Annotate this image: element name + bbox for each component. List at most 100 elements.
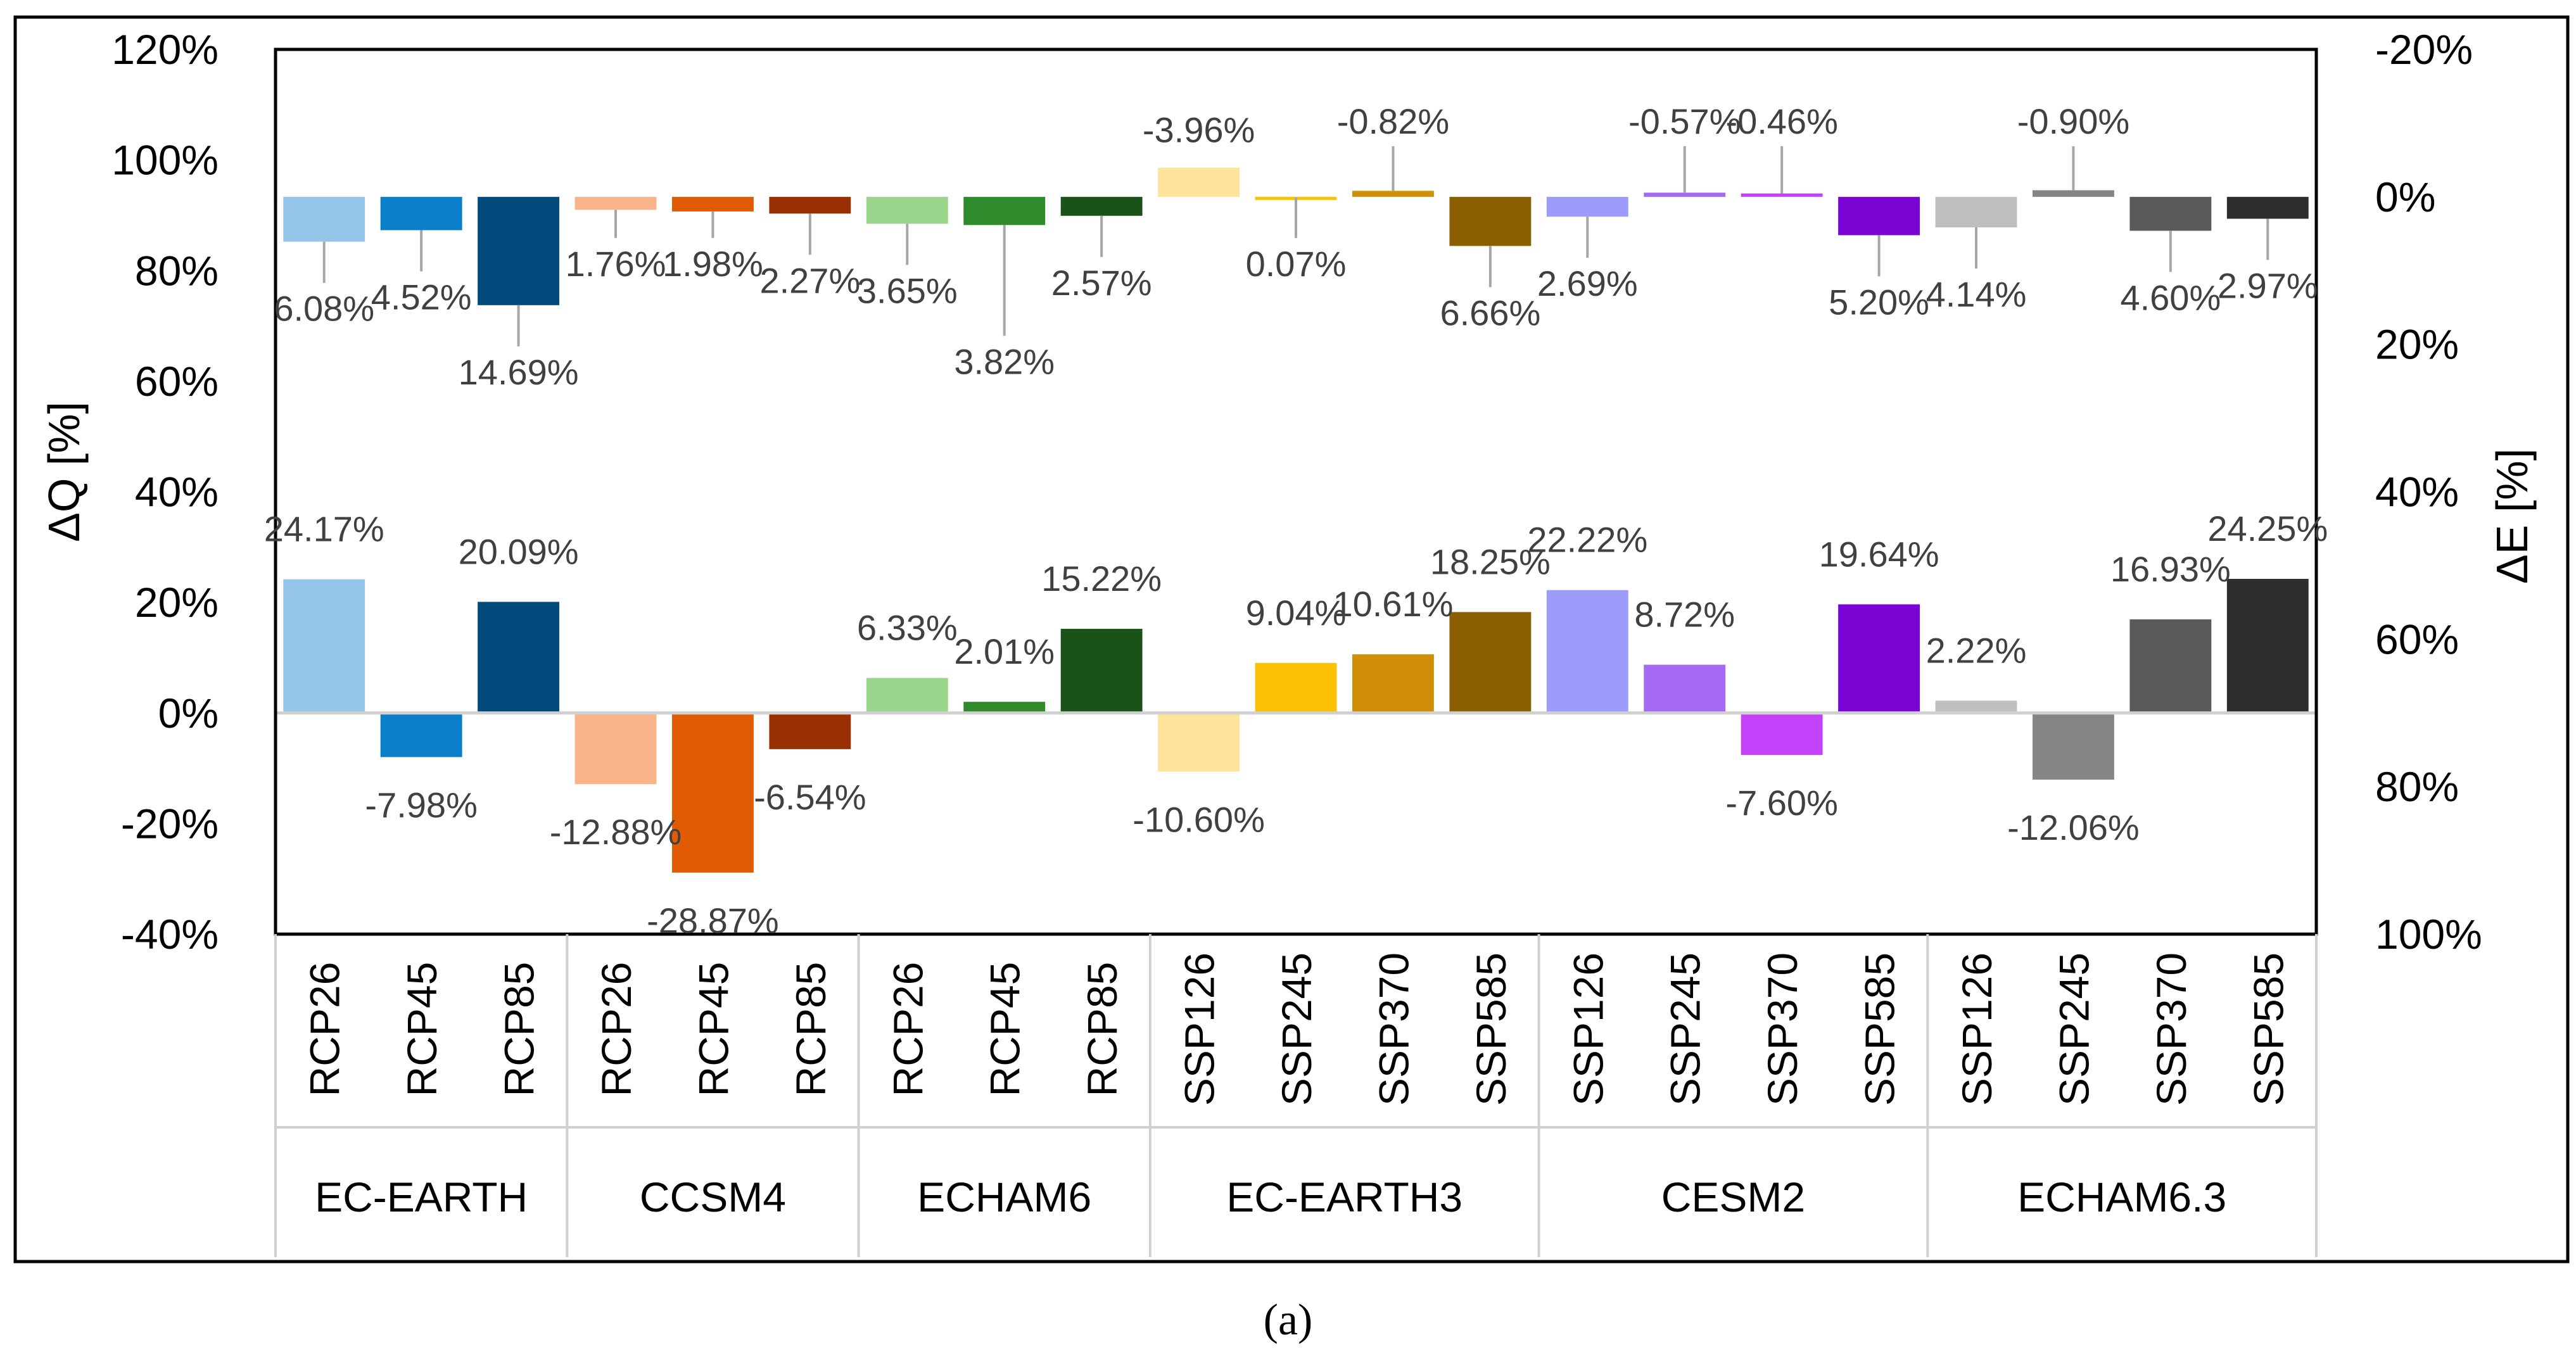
model-group-label: CESM2: [1661, 1174, 1805, 1220]
scenario-label: RCP26: [884, 962, 931, 1097]
de-data-label: -0.82%: [1337, 101, 1449, 141]
dq-bar: [1158, 712, 1240, 772]
de-data-label: 3.82%: [954, 341, 1055, 381]
dq-data-label: 6.33%: [857, 607, 958, 647]
outer-frame: [13, 15, 2570, 1263]
dq-bar: [1741, 712, 1823, 756]
de-bar: [478, 196, 560, 305]
dq-data-label: -12.88%: [550, 812, 682, 852]
dq-data-label: -10.60%: [1133, 799, 1265, 839]
dq-data-label: 2.22%: [1926, 630, 2027, 670]
dq-bar: [1449, 612, 1532, 713]
de-data-label: 3.65%: [857, 270, 958, 310]
dq-data-label: -7.60%: [1725, 783, 1837, 823]
dq-bar: [2129, 619, 2212, 713]
scenario-label: SSP370: [1759, 953, 1806, 1106]
scenario-label: RCP26: [593, 962, 640, 1097]
dq-bar: [1546, 590, 1628, 713]
de-data-label: 1.76%: [566, 244, 666, 284]
right-tick-label: -20%: [2375, 26, 2473, 73]
de-data-label: -0.46%: [1725, 101, 1837, 141]
de-bar: [1352, 191, 1434, 197]
scenario-label: SSP245: [2050, 953, 2097, 1106]
de-data-label: 0.07%: [1246, 244, 1347, 284]
model-group-label: EC-EARTH: [315, 1174, 528, 1220]
dq-data-label: 2.01%: [954, 631, 1055, 671]
dq-bar: [671, 712, 754, 873]
de-bar: [866, 196, 948, 224]
right-tick-label: 40%: [2375, 469, 2459, 516]
de-bar: [769, 196, 851, 214]
dq-data-label: 16.93%: [2110, 549, 2231, 589]
de-bar: [1546, 196, 1628, 217]
de-bar: [1838, 196, 1920, 236]
de-data-label: 1.98%: [663, 244, 763, 284]
model-group-label: ECHAM6: [917, 1174, 1091, 1220]
de-bar: [380, 196, 462, 231]
de-data-label: 6.66%: [1440, 293, 1540, 332]
right-tick-label: 20%: [2375, 321, 2459, 368]
de-bar: [283, 196, 365, 242]
scenario-label: SSP126: [1564, 953, 1611, 1106]
de-data-label: -0.90%: [2017, 101, 2129, 141]
dq-bar: [1838, 604, 1920, 713]
scenario-label: RCP85: [787, 962, 834, 1097]
de-data-label: 14.69%: [459, 352, 579, 392]
y-axis-title-left: ΔQ [%]: [39, 402, 89, 542]
dq-bar: [574, 712, 657, 785]
dq-bar: [283, 579, 365, 713]
de-data-label: 2.57%: [1051, 263, 1152, 303]
scenario-label: SSP126: [1176, 953, 1223, 1106]
scenario-label: SSP585: [1856, 953, 1903, 1106]
dq-bar: [1935, 700, 2017, 713]
de-data-label: 5.20%: [1829, 282, 1929, 322]
scenario-label: SSP126: [1953, 953, 2000, 1106]
dq-data-label: 22.22%: [1527, 520, 1647, 560]
de-bar: [1060, 196, 1143, 216]
figure-caption: (a): [1263, 1296, 1313, 1345]
de-bar: [1644, 193, 1726, 197]
scenario-label: SSP245: [1662, 953, 1709, 1106]
de-data-label: 4.52%: [371, 277, 472, 317]
dq-bar: [1644, 664, 1726, 713]
dq-data-label: -7.98%: [365, 785, 477, 825]
de-data-label: 4.14%: [1926, 274, 2027, 314]
de-bar: [2032, 190, 2114, 197]
scenario-label: RCP45: [690, 962, 737, 1097]
de-data-label: 4.60%: [2120, 277, 2221, 317]
left-tick-label: 20%: [135, 579, 219, 626]
dq-data-label: -12.06%: [2007, 807, 2140, 847]
dq-data-label: 10.61%: [1333, 584, 1453, 624]
scenario-label: SSP245: [1273, 953, 1320, 1106]
scenario-label: SSP585: [1468, 953, 1514, 1106]
dq-data-label: 19.64%: [1819, 534, 1939, 574]
model-group-label: EC-EARTH3: [1226, 1174, 1462, 1220]
de-data-label: 2.69%: [1537, 263, 1638, 303]
de-bar: [963, 196, 1046, 225]
dq-data-label: 18.25%: [1430, 541, 1551, 581]
scenario-label: RCP26: [301, 962, 348, 1097]
dq-bar: [380, 712, 462, 757]
dq-bar: [963, 702, 1046, 713]
right-tick-label: 0%: [2375, 174, 2435, 220]
de-bar: [1741, 193, 1823, 197]
left-tick-label: -20%: [121, 800, 219, 847]
model-group-label: CCSM4: [640, 1174, 786, 1220]
left-tick-label: -40%: [121, 911, 219, 958]
de-bar: [1935, 196, 2017, 228]
de-data-label: -0.57%: [1628, 101, 1741, 141]
de-data-label: 6.08%: [274, 289, 374, 329]
dq-data-label: 20.09%: [459, 531, 579, 571]
left-tick-label: 40%: [135, 469, 219, 516]
right-tick-label: 80%: [2375, 763, 2459, 810]
model-group-label: ECHAM6.3: [2017, 1174, 2226, 1220]
dq-data-label: -6.54%: [754, 777, 866, 817]
de-bar: [2226, 196, 2309, 219]
right-tick-label: 100%: [2375, 911, 2482, 958]
dq-bar: [1060, 628, 1143, 713]
dq-bar: [1352, 654, 1434, 713]
left-tick-label: 0%: [158, 690, 219, 737]
left-tick-label: 60%: [135, 358, 219, 405]
de-bar: [2129, 196, 2212, 231]
